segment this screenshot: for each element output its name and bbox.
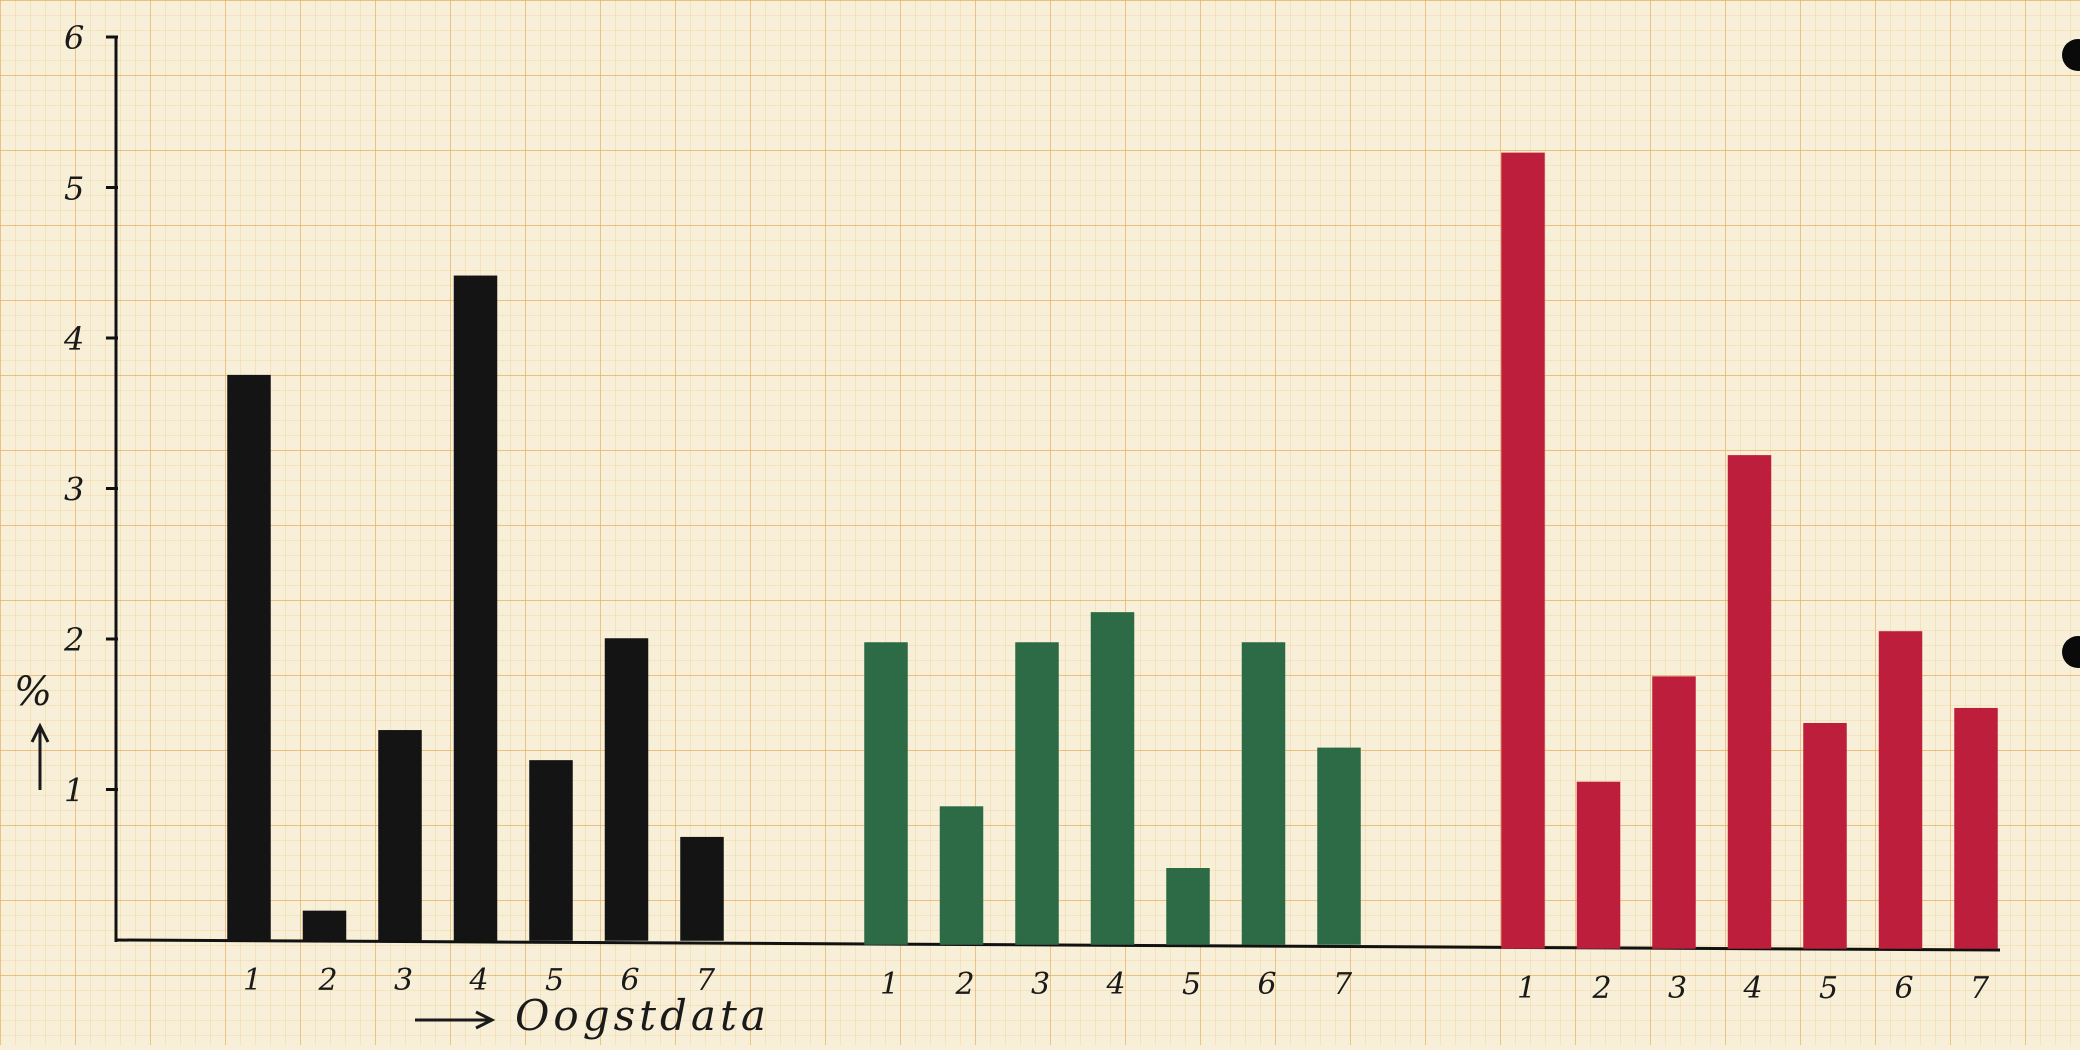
- x-tick-label: 7: [1333, 967, 1353, 1002]
- bar: [1652, 676, 1696, 949]
- x-tick-label: 6: [621, 963, 640, 998]
- x-tick-label: 6: [1258, 967, 1277, 1002]
- y-tick-label: 1: [64, 772, 84, 810]
- bar: [1576, 781, 1621, 949]
- bar: [939, 806, 984, 945]
- bar: [1166, 868, 1210, 945]
- bar: [680, 836, 724, 941]
- x-tick-label: 4: [469, 963, 489, 998]
- binder-hole-top: [2062, 39, 2080, 71]
- bar: [1501, 152, 1545, 949]
- x-tick-label: 3: [394, 963, 413, 998]
- bar: [302, 910, 347, 941]
- x-axis-label-arrowhead: [475, 1010, 496, 1030]
- x-tick-label: 2: [1592, 971, 1612, 1006]
- y-tick-label: 3: [64, 471, 84, 509]
- x-tick-label: 6: [1895, 971, 1914, 1006]
- bar: [1803, 723, 1847, 949]
- bar: [529, 760, 573, 941]
- x-tick-label: 7: [696, 963, 716, 998]
- bar: [1090, 612, 1135, 945]
- y-tick-label: 4: [63, 320, 84, 358]
- bar: [1954, 707, 1998, 949]
- bar: [1317, 747, 1361, 945]
- x-tick-label: 2: [318, 963, 338, 998]
- bar: [604, 638, 649, 941]
- bar: [227, 374, 271, 941]
- bar: [1015, 642, 1059, 945]
- x-tick-label: 5: [1182, 967, 1201, 1002]
- bar: [453, 275, 498, 941]
- bar: [1241, 642, 1286, 945]
- x-tick-label: 7: [1970, 971, 1990, 1006]
- x-tick-label: 4: [1743, 971, 1763, 1006]
- x-tick-label: 3: [1031, 967, 1050, 1002]
- y-tick-label: 5: [64, 170, 84, 208]
- bar: [1878, 631, 1923, 949]
- x-tick-label: 1: [880, 967, 899, 1002]
- x-tick-label: 5: [545, 963, 564, 998]
- binder-hole-bottom: [2062, 636, 2080, 668]
- x-tick-label: 1: [243, 963, 262, 998]
- x-tick-label: 4: [1106, 967, 1126, 1002]
- bar: [864, 642, 908, 945]
- x-tick-label: 3: [1668, 971, 1687, 1006]
- bars: [227, 152, 1998, 949]
- labels: 1 2 3 4 5 6 1 2 3 4 5 6 7 1 2 3 4 5 6 7 1 2 3 4 5 6 7: [63, 19, 1990, 1006]
- x-axis-label: Oogstdata: [515, 991, 770, 1040]
- y-axis-label: %: [14, 669, 52, 715]
- y-axis-label-arrowhead: [30, 722, 50, 743]
- x-tick-label: 2: [955, 967, 975, 1002]
- bar: [1727, 455, 1772, 949]
- x-tick-label: 1: [1517, 971, 1536, 1006]
- y-tick-label: 6: [64, 19, 84, 57]
- bar: [378, 730, 422, 941]
- x-tick-label: 5: [1819, 971, 1838, 1006]
- y-tick-label: 2: [63, 621, 84, 659]
